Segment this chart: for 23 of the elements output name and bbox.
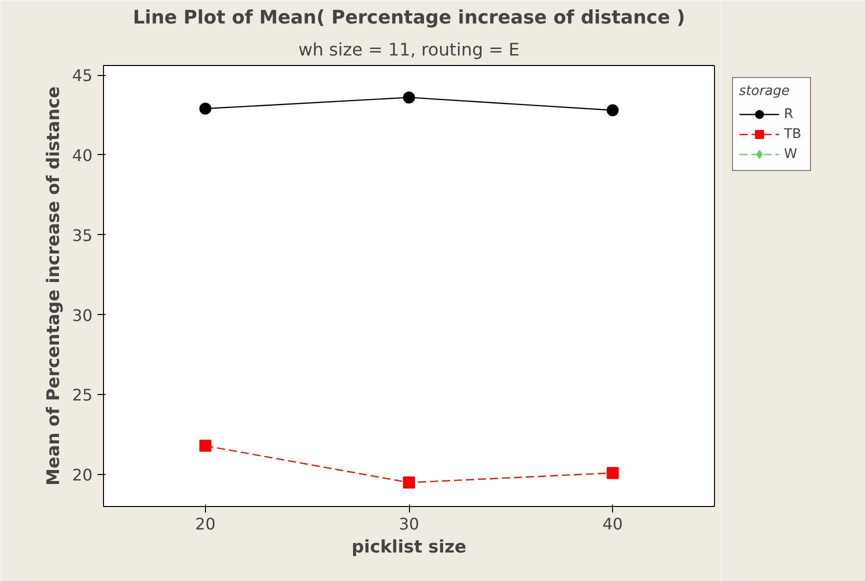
legend-label: W [784, 146, 798, 162]
y-tick-label: 30 [72, 306, 92, 325]
y-tick-label: 40 [72, 146, 92, 165]
point [606, 104, 619, 116]
chart-subtitle: wh size = 11, routing = E [298, 40, 520, 60]
legend-title: storage [739, 84, 791, 99]
point [199, 102, 212, 115]
y-tick-label: 45 [72, 66, 92, 86]
x-tick-label: 30 [398, 514, 420, 534]
y-tick-label: 25 [72, 386, 92, 405]
chart-title: Line Plot of Mean( Percentage increase of distance ) [132, 8, 686, 28]
point [199, 440, 212, 452]
legend-label: TB [784, 126, 802, 142]
point [403, 91, 415, 104]
point [403, 476, 415, 489]
x-tick-label: 40 [602, 514, 623, 534]
point [606, 466, 619, 479]
x-tick-label: 20 [195, 514, 216, 534]
x-axis-title: picklist size [352, 538, 466, 558]
y-tick-label: 35 [72, 226, 92, 245]
legend-label: R [784, 106, 794, 122]
y-tick-label: 20 [72, 466, 92, 485]
y-axis-title: Mean of Percentage increase of distance [44, 86, 64, 486]
